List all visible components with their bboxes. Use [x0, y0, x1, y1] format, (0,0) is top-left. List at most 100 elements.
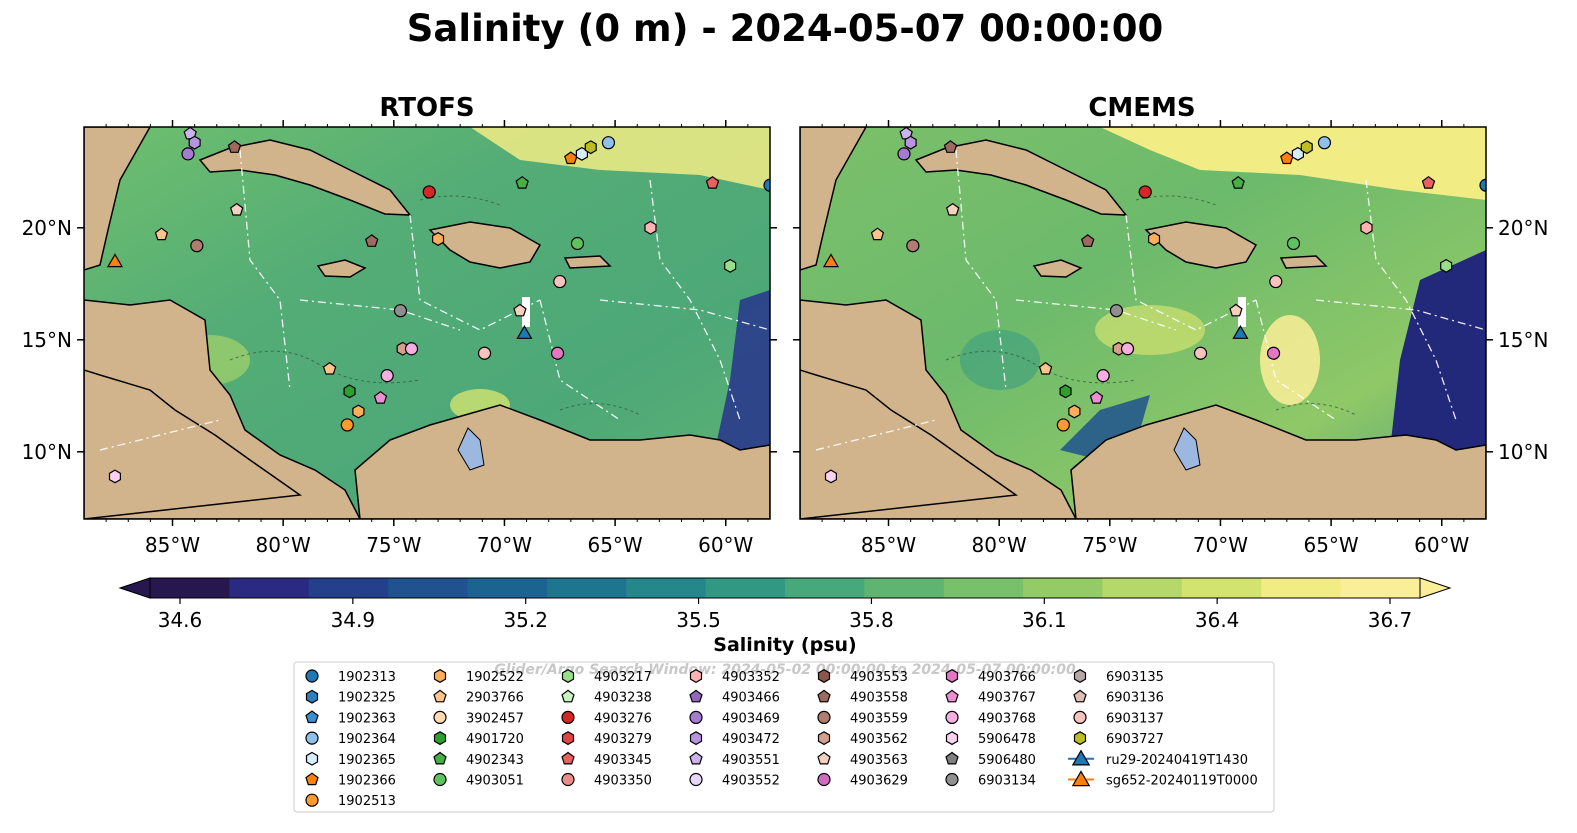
legend-label: 1902363 [338, 711, 396, 726]
legend-entry: 4903563 [817, 751, 908, 768]
legend-marker-icon [561, 710, 575, 725]
legend-entry: 4903279 [561, 731, 652, 747]
argo-float-marker [584, 140, 597, 155]
legend-marker-icon [561, 731, 575, 746]
land-cuba-rtofs [198, 139, 412, 216]
legend-label: 1902325 [338, 691, 396, 706]
high-salinity-north-cmems [1100, 127, 1486, 200]
y-tick-label: 15°N [22, 328, 72, 352]
argo-float-marker [1229, 303, 1243, 317]
argo-float-marker [340, 418, 354, 432]
legend-entry: 5906480 [945, 751, 1036, 768]
land-jamaica-cmems [1032, 259, 1083, 278]
argo-float-marker [1317, 136, 1332, 150]
argo-float-marker [432, 232, 445, 246]
x-tick-label: 65°W [1303, 533, 1358, 557]
eez-boundaries-cmems [815, 149, 1486, 451]
colorbar-max-extension [1419, 577, 1452, 599]
land-jamaica-rtofs [316, 259, 367, 278]
legend-label: 6903137 [1106, 711, 1164, 726]
legend-marker-icon [433, 669, 447, 683]
legend-marker-icon [689, 772, 703, 787]
legend-entry: 4903558 [817, 689, 908, 706]
legend-entry: 1902522 [433, 669, 524, 685]
search-window-watermark: Glider/Argo Search Window: 2024-05-02 00… [494, 662, 1076, 678]
colorbar-tick-label: 36.1 [1022, 608, 1067, 632]
argo-float-marker [550, 346, 565, 360]
legend-entry: 6903135 [1073, 669, 1164, 685]
legend-marker-icon [945, 731, 959, 746]
fresh-water-coastal-cmems [1060, 395, 1150, 460]
legend-entry: 6903727 [1073, 731, 1164, 747]
legend-label: ru29-20240419T1430 [1106, 753, 1248, 768]
y-tick-label: 20°N [22, 216, 72, 240]
argo-float-marker [1056, 418, 1070, 432]
legend-label: 4903350 [594, 774, 652, 789]
argo-float-marker [705, 175, 720, 189]
legend-marker-icon [689, 669, 703, 683]
legend-entry: 1902364 [305, 731, 396, 747]
legend-label: 4903766 [978, 670, 1036, 685]
x-tick-label: 70°W [1193, 533, 1248, 557]
land-central-america-cmems [800, 127, 1077, 519]
legend-entry: 4903552 [689, 772, 780, 789]
colorbar-segment [546, 578, 627, 598]
legend-label: 2903766 [466, 691, 524, 706]
legend-label: 4903559 [850, 711, 908, 726]
legend-label: 6903136 [1106, 691, 1164, 706]
x-tick-label: 75°W [366, 533, 421, 557]
argo-float-marker [570, 236, 585, 251]
legend-entry: 5906478 [945, 731, 1036, 747]
legend-marker-icon [817, 772, 831, 787]
legend-entry: 3902457 [433, 710, 524, 726]
legend-label: 4901720 [466, 732, 524, 747]
legend-label: 1902313 [338, 670, 396, 685]
x-tick-label: 80°W [256, 533, 311, 557]
legend-marker-icon [305, 669, 319, 683]
glider-track-rtofs [522, 297, 530, 327]
y-tick-label: 15°N [1498, 328, 1548, 352]
land-cuba-cmems [914, 139, 1128, 216]
legend-entry: 4903472 [689, 731, 780, 747]
argo-float-marker [393, 304, 408, 318]
legend-entry: 4903345 [561, 751, 652, 768]
argo-float-marker [1266, 346, 1281, 360]
legend-label: 4903767 [978, 691, 1036, 706]
argo-float-marker [343, 384, 356, 399]
land-puertorico-rtofs [563, 255, 612, 269]
argo-float-marker [1231, 175, 1245, 189]
x-tick-label: 75°W [1082, 533, 1137, 557]
argo-float-marker [1138, 185, 1152, 199]
colorbar-frame [149, 577, 1421, 599]
legend-entry: 4903553 [817, 669, 908, 685]
legend-marker-icon [305, 731, 319, 745]
colorbar-segment [1340, 578, 1421, 598]
legend-label: 4903562 [850, 732, 908, 747]
x-tick-label: 85°W [861, 533, 916, 557]
colorbar: 34.6 34.9 35.2 35.5 35.8 36.1 36.4 36.7 Salinit… [118, 577, 1452, 656]
argo-float-marker [106, 253, 124, 268]
legend-entry: 4903551 [689, 751, 780, 768]
argo-float-marker [945, 202, 960, 216]
legend-marker-icon [689, 751, 703, 765]
legend-marker-icon [945, 710, 959, 725]
eez-boundaries-rtofs [99, 149, 770, 451]
argo-float-marker [644, 220, 657, 235]
land-south-america-cmems [1070, 404, 1486, 519]
panel-title-rtofs: RTOFS [379, 93, 474, 123]
legend-marker-icon [305, 793, 319, 807]
legend-marker-icon [561, 772, 575, 787]
argo-float-marker [188, 135, 201, 150]
argo-float-marker [870, 227, 885, 241]
argo-float-marker [1059, 384, 1072, 399]
legend-marker-icon [433, 751, 447, 765]
x-tick-label: 85°W [145, 533, 200, 557]
argo-float-marker [553, 274, 567, 289]
colorbar-segment [1261, 578, 1342, 598]
legend-marker-icon [1071, 770, 1091, 787]
legend-label: 5906480 [978, 753, 1036, 768]
legend-marker-icon [689, 710, 703, 725]
legend-entry: 4903051 [433, 772, 524, 789]
legend-label: 4903345 [594, 753, 652, 768]
argo-float-marker [380, 369, 394, 383]
